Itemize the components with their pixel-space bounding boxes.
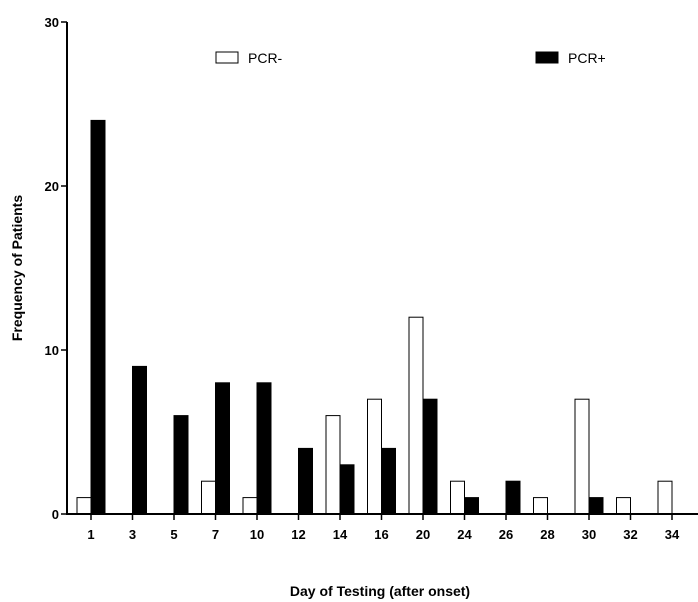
bar-pcr-negative-day-14	[326, 416, 340, 514]
legend-label-pcr-positive: PCR+	[568, 50, 606, 66]
y-axis-title: Frequency of Patients	[9, 195, 25, 341]
bar-pcr-positive-day-12	[299, 448, 313, 514]
x-tick-label: 32	[623, 527, 637, 542]
bar-pcr-negative-day-10	[243, 498, 257, 514]
x-tick-label: 1	[87, 527, 94, 542]
x-axis-title: Day of Testing (after onset)	[290, 583, 470, 599]
x-tick-label: 24	[457, 527, 472, 542]
legend-swatch-pcr-negative	[216, 52, 238, 63]
bar-pcr-positive-day-1	[91, 120, 105, 514]
bar-pcr-positive-day-16	[382, 448, 396, 514]
bar-pcr-negative-day-32	[617, 498, 631, 514]
x-tick-label: 28	[540, 527, 554, 542]
legend: PCR- PCR+	[216, 50, 606, 66]
x-tick-label: 10	[250, 527, 264, 542]
bar-pcr-negative-day-30	[575, 399, 589, 514]
bar-pcr-positive-day-10	[257, 383, 271, 514]
bar-pcr-negative-day-28	[534, 498, 548, 514]
legend-label-pcr-negative: PCR-	[248, 50, 283, 66]
plot-area: 0 10 20 30 1 3 5 7 10 12 14 16 20 24 26 28 30 32 34	[45, 15, 698, 542]
bar-pcr-positive-day-7	[216, 383, 230, 514]
bar-pcr-positive-day-20	[423, 399, 437, 514]
legend-item-pcr-negative: PCR-	[216, 50, 283, 66]
x-tick-label: 7	[212, 527, 219, 542]
legend-item-pcr-positive: PCR+	[536, 50, 606, 66]
legend-swatch-pcr-positive	[536, 52, 558, 63]
x-tick-label: 14	[333, 527, 348, 542]
bar-pcr-positive-day-26	[506, 481, 520, 514]
x-tick-label: 5	[170, 527, 177, 542]
x-tick-label: 34	[665, 527, 680, 542]
x-tick-label: 3	[129, 527, 136, 542]
y-tick-label: 0	[52, 507, 59, 522]
x-tick-label: 20	[416, 527, 430, 542]
bars-group	[77, 120, 672, 514]
x-tick-label: 12	[291, 527, 305, 542]
bar-pcr-positive-day-14	[340, 465, 354, 514]
bar-pcr-negative-day-24	[451, 481, 465, 514]
bar-pcr-negative-day-7	[202, 481, 216, 514]
x-tick-label: 26	[499, 527, 513, 542]
bar-pcr-negative-day-20	[409, 317, 423, 514]
x-tick-label: 16	[374, 527, 388, 542]
x-tick-label: 30	[582, 527, 596, 542]
y-ticks-group: 0 10 20 30	[45, 15, 67, 522]
bar-pcr-positive-day-5	[174, 416, 188, 514]
bar-pcr-negative-day-34	[658, 481, 672, 514]
bar-pcr-positive-day-3	[133, 366, 147, 514]
bar-pcr-negative-day-1	[77, 498, 91, 514]
bar-pcr-positive-day-24	[465, 498, 479, 514]
y-tick-label: 10	[45, 343, 59, 358]
y-tick-label: 30	[45, 15, 59, 30]
x-ticks-group: 1 3 5 7 10 12 14 16 20 24 26 28 30 32 34	[87, 514, 680, 542]
y-tick-label: 20	[45, 179, 59, 194]
bar-pcr-negative-day-16	[368, 399, 382, 514]
bar-pcr-positive-day-30	[589, 498, 603, 514]
